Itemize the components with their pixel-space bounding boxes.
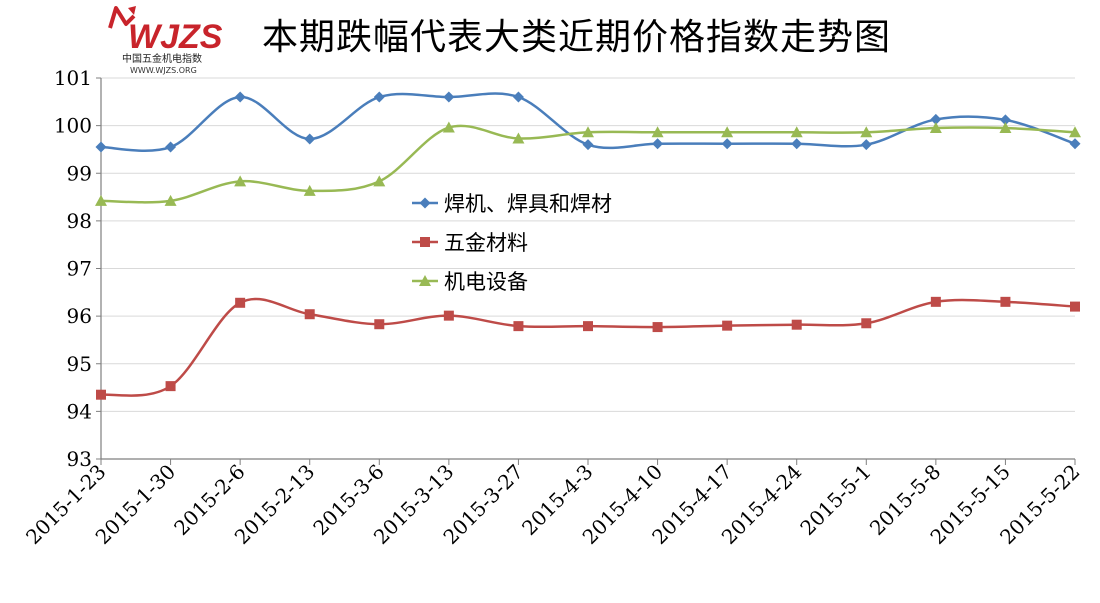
data-point [652, 138, 664, 150]
data-point [1069, 126, 1081, 138]
legend-label: 焊机、焊具和焊材 [444, 192, 612, 216]
data-point [164, 194, 177, 206]
data-point [442, 121, 455, 133]
data-point [582, 126, 594, 138]
series-2 [96, 296, 1080, 400]
y-tick-label: 93 [67, 447, 92, 471]
data-point [95, 194, 107, 206]
data-point [1069, 138, 1081, 150]
y-tick-label: 96 [67, 304, 92, 328]
data-point [930, 296, 941, 307]
wjzs-logo: WJZS 中国五金机电指数 WWW.WJZS.ORG [104, 2, 234, 76]
data-point [373, 175, 386, 187]
data-point [790, 126, 803, 138]
data-point [1000, 296, 1011, 307]
data-point [791, 138, 803, 150]
data-point [513, 321, 524, 332]
y-tick-label: 100 [54, 114, 92, 138]
data-point [443, 91, 455, 103]
series-1 [95, 91, 1081, 153]
data-point [1070, 301, 1080, 312]
y-tick-label: 98 [67, 209, 92, 233]
legend-label: 机电设备 [444, 270, 528, 294]
data-point [721, 126, 734, 138]
y-tick-label: 99 [67, 161, 92, 185]
legend-item: 焊机、焊具和焊材 [412, 192, 612, 216]
legend-marker [420, 237, 430, 247]
data-point [860, 126, 873, 138]
legend-marker [419, 197, 431, 209]
data-point [651, 126, 664, 138]
data-point [930, 113, 942, 125]
data-point [165, 381, 176, 392]
data-point [235, 297, 246, 308]
legend-item: 机电设备 [412, 270, 528, 294]
legend-marker [419, 275, 431, 286]
legend-item: 五金材料 [412, 231, 528, 255]
y-tick-label: 95 [67, 352, 92, 376]
y-tick-label: 97 [67, 257, 92, 281]
data-point [860, 139, 872, 151]
data-point [722, 320, 733, 331]
data-point [999, 114, 1011, 126]
data-point [234, 175, 247, 187]
chart-title: 本期跌幅代表大类近期价格指数走势图 [262, 17, 892, 58]
data-point [999, 122, 1012, 134]
y-tick-label: 101 [54, 66, 92, 90]
data-point [929, 122, 942, 134]
series-line [100, 92, 1076, 153]
data-point [582, 139, 594, 151]
series-line [100, 297, 1076, 397]
data-point [512, 132, 525, 144]
data-point [443, 310, 454, 321]
data-point [303, 184, 316, 196]
data-point [234, 91, 246, 103]
logo-subtitle: 中国五金机电指数 [122, 52, 202, 65]
x-tick-label: 2015-5-1 [795, 460, 876, 541]
data-point [861, 318, 872, 329]
data-point [374, 319, 385, 330]
data-point [95, 141, 107, 153]
logo-wordmark: WJZS [128, 18, 223, 56]
data-point [652, 322, 663, 333]
data-point [373, 91, 385, 103]
data-point [304, 309, 315, 320]
legend-label: 五金材料 [444, 231, 528, 255]
data-point [304, 133, 316, 145]
logo-url: WWW.WJZS.ORG [130, 66, 197, 75]
logo-graphic: WJZS 中国五金机电指数 WWW.WJZS.ORG [108, 6, 223, 75]
data-point [512, 91, 524, 103]
data-point [96, 389, 106, 400]
data-point [583, 321, 593, 332]
y-tick-label: 94 [67, 399, 92, 423]
data-point [165, 141, 177, 153]
series-3 [95, 121, 1081, 206]
data-point [791, 319, 802, 330]
data-point [721, 138, 733, 150]
